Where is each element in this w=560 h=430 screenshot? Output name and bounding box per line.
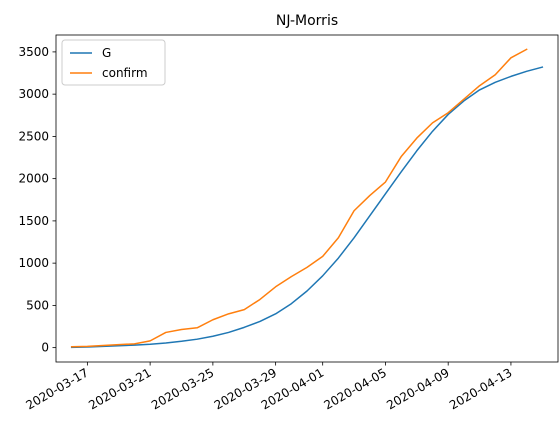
series-layer <box>70 48 544 349</box>
y-tick-label: 1500 <box>18 214 49 228</box>
x-tick-label: 2020-04-13 <box>447 365 514 412</box>
y-tick-label: 3500 <box>18 45 49 59</box>
y-tick-label: 0 <box>41 341 49 355</box>
legend-label-G: G <box>102 46 111 60</box>
x-tick-label: 2020-04-09 <box>384 365 451 412</box>
x-tick-label: 2020-04-05 <box>322 365 389 412</box>
plot-frame <box>55 34 559 363</box>
legend-label-confirm: confirm <box>102 66 148 80</box>
x-tick-label: 2020-03-21 <box>86 365 153 412</box>
x-tick-label: 2020-03-17 <box>23 365 90 412</box>
y-tick-label: 1000 <box>18 256 49 270</box>
x-tick-label: 2020-03-25 <box>149 365 216 412</box>
series-line-G <box>70 66 544 349</box>
series-line-confirm <box>70 48 528 348</box>
y-tick-label: 2500 <box>18 129 49 143</box>
y-tick-label: 3000 <box>18 87 49 101</box>
y-tick-label: 500 <box>26 298 49 312</box>
chart-title: NJ-Morris <box>276 13 338 29</box>
y-tick-label: 2000 <box>18 172 49 186</box>
